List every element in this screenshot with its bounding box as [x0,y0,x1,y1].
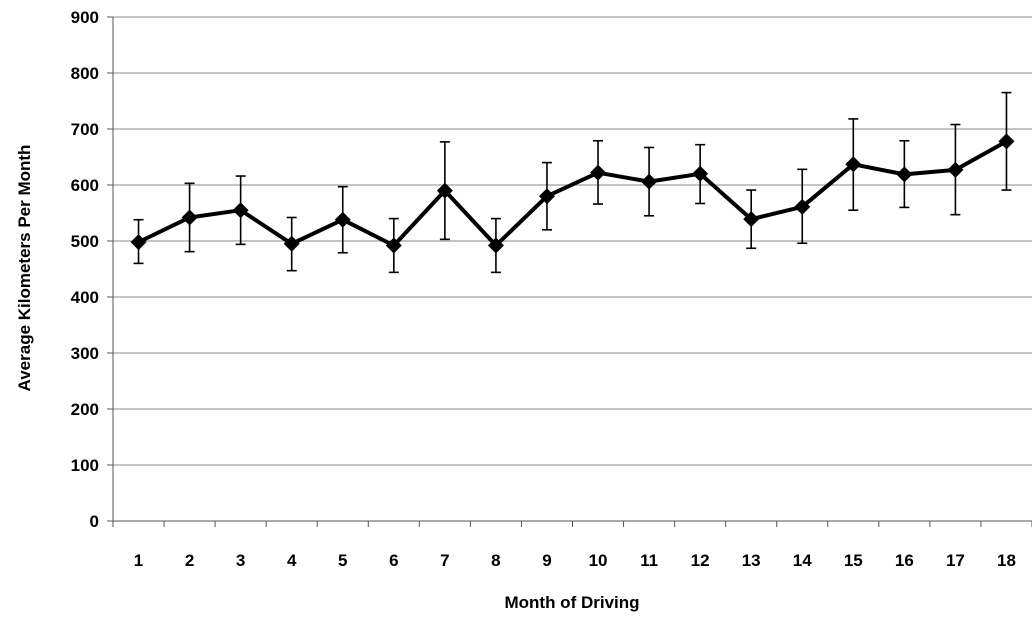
series-line [137,139,1008,248]
x-tick-label-2: 2 [185,551,194,570]
data-point-11 [641,173,658,190]
x-tick-label-5: 5 [338,551,347,570]
data-points [130,133,1015,254]
data-point-16 [896,166,913,183]
data-point-17 [947,161,964,178]
data-point-10 [590,164,607,181]
y-tick-label-100: 100 [71,456,99,475]
data-point-13 [743,211,760,228]
gridlines [113,16,1032,466]
x-tick-label-3: 3 [236,551,245,570]
x-tick-label-6: 6 [389,551,398,570]
data-point-7 [436,182,453,199]
data-point-14 [794,198,811,215]
x-tick-label-10: 10 [589,551,608,570]
y-tick-label-300: 300 [71,344,99,363]
x-tick-label-17: 17 [946,551,965,570]
x-axis-title: Month of Driving [504,593,639,612]
y-tick-label-500: 500 [71,232,99,251]
data-point-4 [283,235,300,252]
data-point-5 [334,211,351,228]
x-tick-label-9: 9 [542,551,551,570]
axes [107,16,1032,527]
y-tick-label-600: 600 [71,176,99,195]
data-point-18 [998,133,1015,150]
x-tick-label-8: 8 [491,551,500,570]
x-tick-label-11: 11 [640,551,658,570]
x-tick-label-13: 13 [742,551,761,570]
y-tick-label-400: 400 [71,288,99,307]
data-point-12 [692,165,709,182]
y-tick-label-900: 900 [71,8,99,27]
x-tick-label-1: 1 [134,551,143,570]
x-tick-label-4: 4 [287,551,297,570]
x-tick-labels: 1 2 3 4 5 6 7 8 9 10 11 12 13 14 15 16 17 18 [134,551,1016,570]
y-tick-label-200: 200 [71,400,99,419]
y-tick-labels: 0 100 200 300 400 500 600 700 800 900 [71,8,99,531]
y-tick-label-700: 700 [71,120,99,139]
x-tick-label-15: 15 [844,551,863,570]
data-point-6 [385,237,402,254]
y-tick-label-0: 0 [90,512,99,531]
data-point-1 [130,234,147,251]
data-point-2 [181,209,198,226]
x-tick-label-12: 12 [691,551,710,570]
x-tick-label-14: 14 [793,551,812,570]
y-axis-title: Average Kilometers Per Month [15,145,34,392]
data-point-8 [487,237,504,254]
x-tick-label-16: 16 [895,551,914,570]
y-tick-label-800: 800 [71,64,99,83]
x-tick-label-7: 7 [440,551,449,570]
x-tick-label-18: 18 [997,551,1016,570]
data-point-15 [845,156,862,173]
series-line-layer [137,139,1008,248]
data-point-9 [538,188,555,205]
data-point-3 [232,202,249,219]
